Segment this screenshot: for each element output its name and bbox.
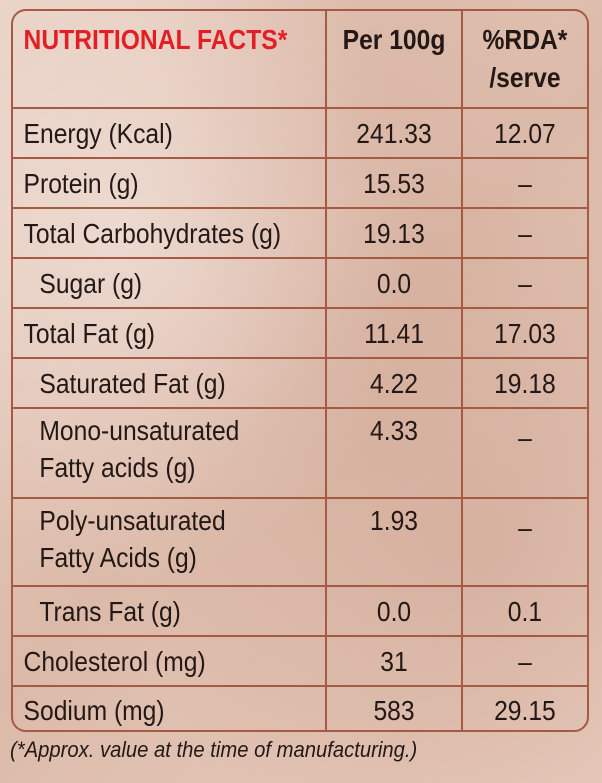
- row-label: Sodium (mg): [13, 685, 290, 730]
- table-row: Protein (g) 15.53 –: [13, 157, 587, 209]
- rda-header: %RDA* /serve: [468, 11, 580, 109]
- rda-header-line1: %RDA*: [482, 24, 568, 55]
- row-rda: –: [468, 257, 580, 309]
- table-title: NUTRITIONAL FACTS*: [13, 11, 290, 109]
- table-row: Sodium (mg) 583 29.15: [13, 685, 587, 730]
- header-row: NUTRITIONAL FACTS* Per 100g %RDA* /serve: [13, 11, 587, 109]
- row-label-line2: Fatty acids (g): [39, 452, 196, 483]
- row-rda: 19.18: [468, 357, 580, 409]
- footnote: (*Approx. value at the time of manufactu…: [10, 737, 418, 762]
- row-label: Protein (g): [13, 157, 290, 209]
- row-rda: 0.1: [468, 585, 580, 637]
- row-per100: 0.0: [333, 257, 455, 309]
- row-rda: 12.07: [468, 107, 580, 159]
- table-row: Mono-unsaturated Fatty acids (g) 4.33 –: [13, 407, 587, 499]
- row-per100: 4.22: [333, 357, 455, 409]
- row-label: Sugar (g): [13, 257, 290, 309]
- row-rda: 29.15: [468, 685, 580, 730]
- row-label: Trans Fat (g): [13, 585, 290, 637]
- row-per100: 4.33: [333, 407, 455, 499]
- table-row: Total Carbohydrates (g) 19.13 –: [13, 207, 587, 259]
- row-label: Cholesterol (mg): [13, 635, 290, 687]
- row-per100: 15.53: [333, 157, 455, 209]
- row-per100: 583: [333, 685, 455, 730]
- table-row: Sugar (g) 0.0 –: [13, 257, 587, 309]
- table-row: Energy (Kcal) 241.33 12.07: [13, 107, 587, 159]
- row-label-line1: Mono-unsaturated: [39, 415, 240, 446]
- per-100g-header: Per 100g: [333, 11, 455, 109]
- row-label: Mono-unsaturated Fatty acids (g): [13, 407, 290, 499]
- rda-header-line2: /serve: [489, 62, 561, 93]
- row-label: Total Fat (g): [13, 307, 290, 359]
- row-rda: –: [468, 157, 580, 209]
- row-per100: 11.41: [333, 307, 455, 359]
- row-label-line2: Fatty Acids (g): [39, 542, 197, 573]
- row-rda: –: [468, 207, 580, 259]
- row-rda: –: [468, 635, 580, 687]
- table-row: Total Fat (g) 11.41 17.03: [13, 307, 587, 359]
- row-label-line1: Poly-unsaturated: [39, 505, 226, 536]
- row-label: Energy (Kcal): [13, 107, 290, 159]
- row-rda: –: [468, 497, 580, 587]
- row-label: Saturated Fat (g): [13, 357, 290, 409]
- row-label: Total Carbohydrates (g): [13, 207, 290, 259]
- row-rda: 17.03: [468, 307, 580, 359]
- row-per100: 19.13: [333, 207, 455, 259]
- row-label: Poly-unsaturated Fatty Acids (g): [13, 497, 290, 587]
- table-row: Poly-unsaturated Fatty Acids (g) 1.93 –: [13, 497, 587, 587]
- row-per100: 31: [333, 635, 455, 687]
- row-rda: –: [468, 407, 580, 499]
- table-row: Cholesterol (mg) 31 –: [13, 635, 587, 687]
- row-per100: 1.93: [333, 497, 455, 587]
- nutrition-table-panel: NUTRITIONAL FACTS* Per 100g %RDA* /serve…: [11, 9, 589, 732]
- row-per100: 0.0: [333, 585, 455, 637]
- table-row: Trans Fat (g) 0.0 0.1: [13, 585, 587, 637]
- nutrition-table: NUTRITIONAL FACTS* Per 100g %RDA* /serve…: [13, 11, 587, 730]
- table-row: Saturated Fat (g) 4.22 19.18: [13, 357, 587, 409]
- row-per100: 241.33: [333, 107, 455, 159]
